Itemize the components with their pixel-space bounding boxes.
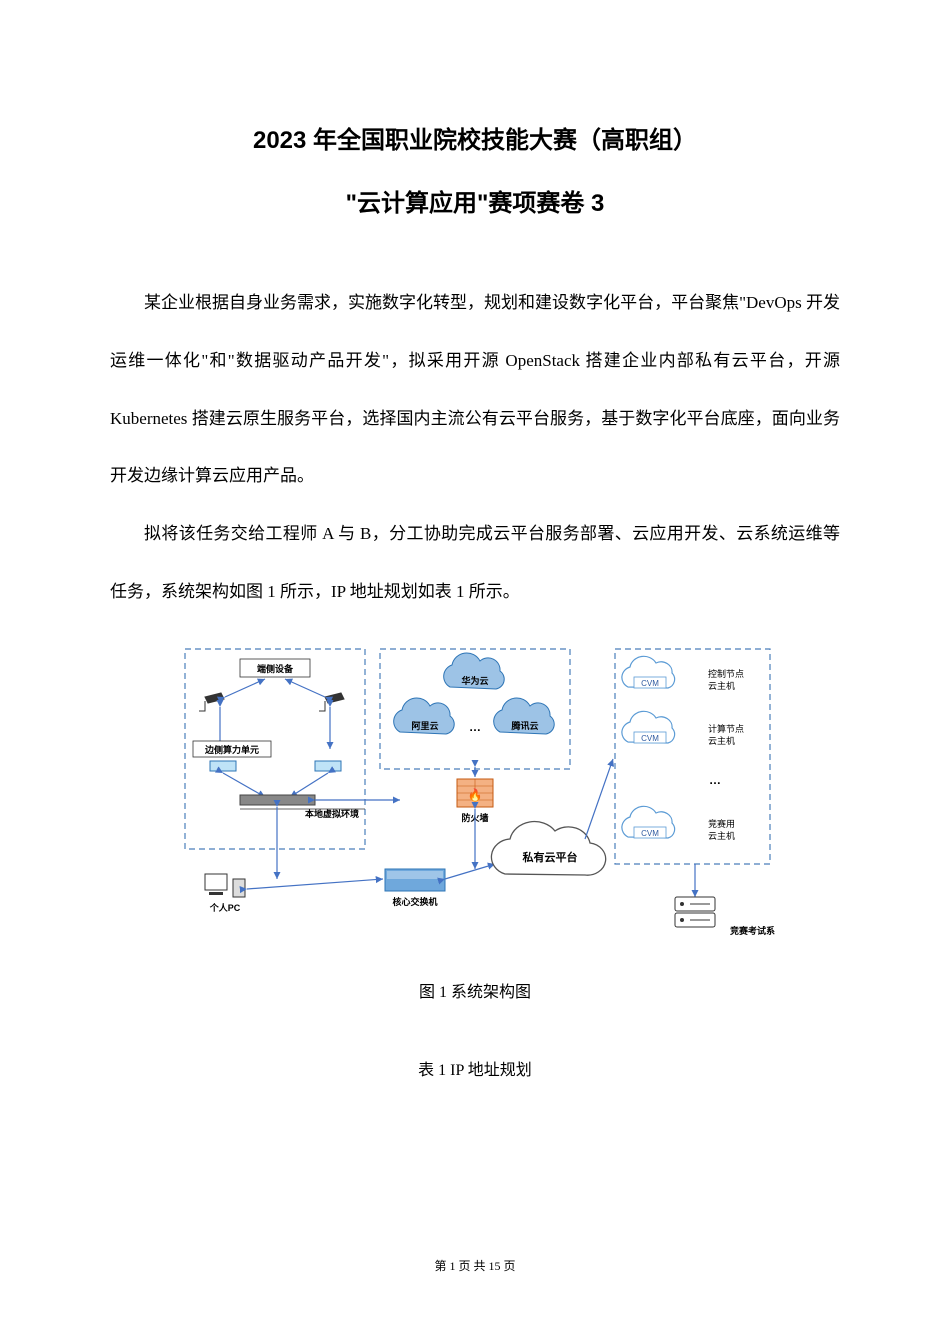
svg-text:CVM: CVM [641, 679, 659, 688]
table-caption: 表 1 IP 地址规划 [110, 1047, 840, 1095]
svg-text:🔥: 🔥 [468, 788, 483, 802]
page-footer: 第 1 页 共 15 页 [0, 1257, 950, 1274]
paragraph-2: 拟将该任务交给工程师 A 与 B，分工协助完成云平台服务部署、云应用开发、云系统… [110, 505, 840, 621]
page-title-2: "云计算应用"赛项赛卷 3 [110, 183, 840, 218]
svg-text:控制节点: 控制节点 [708, 668, 744, 679]
svg-text:阿里云: 阿里云 [411, 721, 438, 731]
svg-text:竞赛用: 竞赛用 [708, 818, 735, 829]
svg-text:华为云: 华为云 [461, 675, 488, 686]
svg-text:本地虚拟环境: 本地虚拟环境 [305, 808, 359, 819]
svg-text:竞赛考试系统: 竞赛考试系统 [729, 925, 775, 936]
svg-text:…: … [709, 773, 721, 787]
svg-text:个人PC: 个人PC [209, 902, 241, 913]
svg-text:计算节点: 计算节点 [708, 723, 744, 734]
svg-text:端侧设备: 端侧设备 [257, 663, 294, 674]
svg-text:云主机: 云主机 [708, 735, 735, 746]
svg-text:腾讯云: 腾讯云 [510, 720, 538, 731]
svg-text:…: … [469, 720, 481, 734]
svg-text:边侧算力单元: 边侧算力单元 [204, 744, 259, 755]
architecture-diagram: 端侧设备边侧算力单元本地虚拟环境个人PC华为云阿里云腾讯云…🔥防火墙核心交换机私… [175, 639, 775, 939]
svg-text:私有云平台: 私有云平台 [523, 850, 578, 864]
svg-text:云主机: 云主机 [708, 830, 735, 841]
svg-text:CVM: CVM [641, 829, 659, 838]
paragraph-1: 某企业根据自身业务需求，实施数字化转型，规划和建设数字化平台，平台聚焦"DevO… [110, 274, 840, 505]
figure-caption: 图 1 系统架构图 [110, 969, 840, 1017]
svg-text:CVM: CVM [641, 734, 659, 743]
page-title-1: 2023 年全国职业院校技能大赛（高职组） [110, 120, 840, 155]
svg-text:云主机: 云主机 [708, 680, 735, 691]
svg-text:核心交换机: 核心交换机 [392, 896, 437, 907]
